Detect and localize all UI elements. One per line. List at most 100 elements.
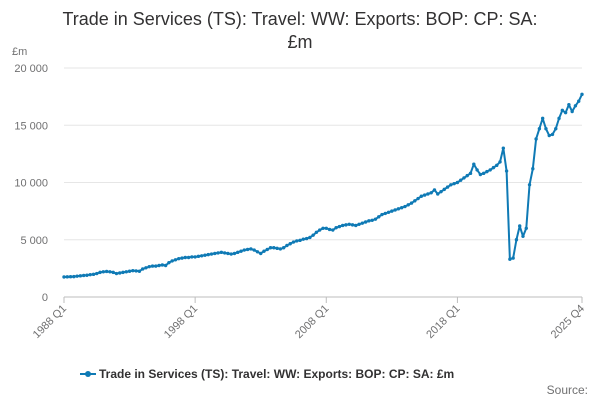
- data-point: [304, 236, 309, 241]
- data-point: [229, 252, 233, 256]
- y-tick-label: 5 000: [20, 235, 48, 247]
- data-point: [357, 222, 361, 226]
- data-point: [563, 110, 568, 115]
- data-point: [301, 237, 306, 241]
- data-point: [239, 249, 243, 253]
- data-point: [439, 189, 443, 194]
- data-point: [498, 160, 502, 164]
- data-point: [85, 273, 89, 277]
- data-point: [527, 183, 532, 187]
- data-point: [547, 133, 551, 138]
- data-point: [173, 258, 178, 262]
- data-point: [236, 250, 240, 255]
- data-point: [226, 251, 230, 256]
- x-tick-label: 1998 Q1: [162, 303, 200, 341]
- data-point: [170, 259, 174, 263]
- data-point: [386, 210, 391, 214]
- data-point: [242, 248, 247, 252]
- data-point: [501, 146, 506, 150]
- data-point: [449, 183, 453, 187]
- data-point: [160, 263, 165, 267]
- data-point: [570, 109, 574, 114]
- data-point: [455, 180, 460, 185]
- data-point: [219, 250, 224, 255]
- data-point: [577, 99, 581, 103]
- data-point: [167, 260, 171, 265]
- data-point: [324, 226, 328, 230]
- data-point: [285, 243, 289, 248]
- data-point: [468, 171, 473, 176]
- data-point: [327, 227, 332, 232]
- data-point: [177, 256, 181, 261]
- data-point: [495, 163, 499, 168]
- y-axis: 0 5 000 10 000 15 000 20 000: [14, 63, 48, 304]
- data-point: [101, 270, 106, 274]
- data-point: [380, 212, 384, 217]
- x-tick-label: 2008 Q1: [293, 303, 331, 341]
- y-axis-unit-label: £m: [12, 46, 27, 58]
- data-point: [288, 242, 292, 246]
- data-point: [295, 239, 299, 243]
- data-point: [121, 270, 125, 275]
- data-point: [436, 192, 440, 196]
- data-point: [88, 272, 92, 277]
- data-point: [334, 226, 338, 230]
- data-point: [442, 187, 446, 192]
- data-point: [409, 201, 414, 205]
- data-point: [573, 104, 578, 108]
- data-point: [485, 169, 489, 174]
- data-point: [245, 247, 250, 252]
- data-point: [255, 250, 260, 254]
- data-point: [393, 208, 397, 212]
- y-tick-label: 0: [42, 292, 48, 304]
- data-point: [272, 246, 276, 250]
- data-point: [163, 263, 168, 268]
- data-point: [331, 228, 335, 232]
- data-point: [75, 274, 79, 278]
- data-point: [114, 271, 119, 276]
- data-point: [262, 249, 266, 253]
- data-point: [206, 252, 210, 257]
- data-point: [396, 207, 401, 211]
- data-point: [537, 126, 542, 131]
- data-point: [360, 221, 365, 225]
- data-point: [137, 269, 142, 273]
- data-point: [78, 274, 83, 278]
- x-axis: 1988 Q1 1998 Q1 2008 Q1 2018 Q1 2025 Q4: [31, 297, 587, 341]
- data-point: [65, 275, 69, 279]
- data-point: [118, 271, 122, 275]
- data-point: [68, 275, 73, 279]
- data-point: [209, 252, 214, 256]
- chart-title: Trade in Services (TS): Travel: WW: Expo…: [0, 8, 600, 54]
- y-tick-label: 20 000: [14, 63, 48, 75]
- data-point: [340, 223, 345, 228]
- data-point: [554, 126, 558, 131]
- gridlines: [64, 67, 582, 298]
- data-point: [216, 251, 220, 255]
- chart-title-line-1: Trade in Services (TS): Travel: WW: Expo…: [62, 9, 538, 29]
- x-tick-label: 2018 Q1: [424, 303, 462, 341]
- data-point: [232, 251, 237, 256]
- data-point: [422, 193, 427, 197]
- data-point: [347, 222, 351, 226]
- data-point: [354, 223, 358, 228]
- data-point: [557, 116, 561, 121]
- series-layer: [62, 92, 584, 279]
- data-point: [291, 240, 296, 244]
- data-point: [268, 246, 273, 250]
- data-point: [383, 211, 387, 216]
- y-tick-label: 15 000: [14, 120, 48, 132]
- data-point: [478, 172, 483, 177]
- data-point: [111, 270, 115, 275]
- data-point: [370, 218, 374, 222]
- data-point: [544, 126, 548, 131]
- data-point: [560, 108, 565, 113]
- data-point: [124, 270, 128, 274]
- legend-marker: [85, 371, 91, 377]
- data-point: [399, 205, 404, 210]
- data-point: [95, 271, 99, 276]
- data-point: [196, 254, 201, 259]
- data-point: [406, 203, 410, 207]
- legend[interactable]: Trade in Services (TS): Travel: WW: Expo…: [80, 367, 454, 381]
- data-point: [249, 247, 253, 251]
